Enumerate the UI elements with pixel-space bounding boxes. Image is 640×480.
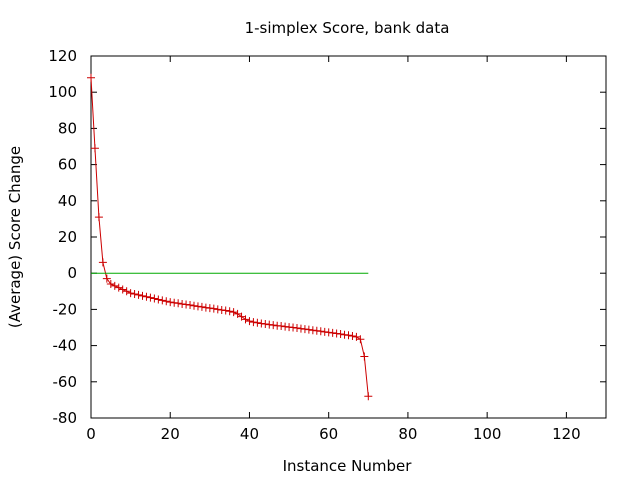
data-point xyxy=(130,290,139,299)
data-point xyxy=(197,302,206,311)
data-point xyxy=(265,320,274,329)
data-point xyxy=(122,287,131,296)
data-point xyxy=(154,295,163,304)
data-point xyxy=(340,330,349,339)
data-point xyxy=(134,290,143,299)
data-point xyxy=(336,330,345,339)
series-line-0 xyxy=(90,77,369,397)
x-tick-label: 20 xyxy=(161,425,180,443)
data-point xyxy=(166,298,175,307)
data-point xyxy=(241,315,250,324)
data-point xyxy=(221,306,230,315)
y-tick-label: 80 xyxy=(58,119,77,137)
data-point xyxy=(253,318,262,327)
data-point xyxy=(98,258,107,267)
data-point xyxy=(269,321,278,330)
y-tick-label: -20 xyxy=(53,300,78,318)
data-point xyxy=(87,73,95,82)
data-point xyxy=(118,285,127,294)
chart-title: 1-simplex Score, bank data xyxy=(245,19,450,37)
x-tick-label: 40 xyxy=(240,425,259,443)
x-tick-label: 100 xyxy=(473,425,502,443)
data-point xyxy=(293,324,301,333)
data-point xyxy=(162,297,171,306)
data-point xyxy=(217,305,226,314)
data-point xyxy=(229,308,238,317)
data-point xyxy=(126,289,135,298)
data-point xyxy=(146,293,155,302)
x-tick-label: 80 xyxy=(398,425,417,443)
data-point xyxy=(245,317,254,326)
data-point xyxy=(150,294,159,303)
data-point xyxy=(304,325,313,334)
data-point xyxy=(356,335,365,344)
data-point xyxy=(281,322,290,331)
data-point xyxy=(332,329,341,338)
y-tick-label: -40 xyxy=(53,337,78,355)
data-point xyxy=(308,326,317,335)
y-tick-label: 100 xyxy=(48,83,77,101)
data-point xyxy=(102,274,111,283)
data-point xyxy=(261,320,270,329)
y-axis: -80 -60 -40 -20 0 20 40 60 80 100 120 xyxy=(48,47,606,427)
data-point xyxy=(348,332,357,341)
data-point xyxy=(193,302,202,311)
data-point xyxy=(138,291,147,300)
data-point xyxy=(328,328,337,337)
y-tick-label: -60 xyxy=(53,373,78,391)
y-tick-label: 40 xyxy=(58,192,77,210)
y-axis-label: (Average) Score Change xyxy=(6,146,24,328)
data-point xyxy=(106,280,115,289)
series-layer xyxy=(87,73,373,401)
data-point xyxy=(360,352,369,361)
data-point xyxy=(201,303,210,312)
data-point xyxy=(205,304,214,313)
y-tick-label: 20 xyxy=(58,228,77,246)
data-point xyxy=(296,324,305,333)
data-point xyxy=(182,300,191,309)
data-point xyxy=(186,301,195,310)
data-point xyxy=(170,298,179,307)
data-point xyxy=(344,331,353,340)
data-point xyxy=(225,307,234,316)
data-point xyxy=(190,301,198,310)
y-tick-label: 120 xyxy=(48,47,77,65)
data-point xyxy=(142,292,151,301)
data-point xyxy=(110,281,119,290)
data-point xyxy=(324,328,333,337)
x-axis: 0 20 40 60 80 100 120 xyxy=(86,56,581,443)
data-point xyxy=(320,327,329,336)
data-point xyxy=(316,327,325,336)
data-point xyxy=(249,318,258,327)
data-point xyxy=(364,392,373,401)
data-point xyxy=(94,213,103,222)
x-axis-label: Instance Number xyxy=(283,457,413,475)
y-tick-label: 0 xyxy=(67,264,77,282)
data-point xyxy=(289,323,298,332)
data-point xyxy=(213,305,222,314)
data-point xyxy=(90,144,99,153)
y-tick-label: -80 xyxy=(53,409,78,427)
data-point xyxy=(209,304,218,313)
x-tick-label: 0 xyxy=(86,425,96,443)
data-point xyxy=(257,319,266,328)
data-point xyxy=(174,299,183,308)
x-tick-label: 60 xyxy=(319,425,338,443)
y-tick-label: 60 xyxy=(58,156,77,174)
plot-frame xyxy=(90,55,607,419)
data-point xyxy=(300,325,309,334)
data-point xyxy=(114,283,123,292)
data-point xyxy=(158,296,167,305)
data-point xyxy=(178,299,187,308)
x-tick-label: 120 xyxy=(552,425,581,443)
data-point xyxy=(312,326,321,335)
data-point xyxy=(277,322,286,331)
